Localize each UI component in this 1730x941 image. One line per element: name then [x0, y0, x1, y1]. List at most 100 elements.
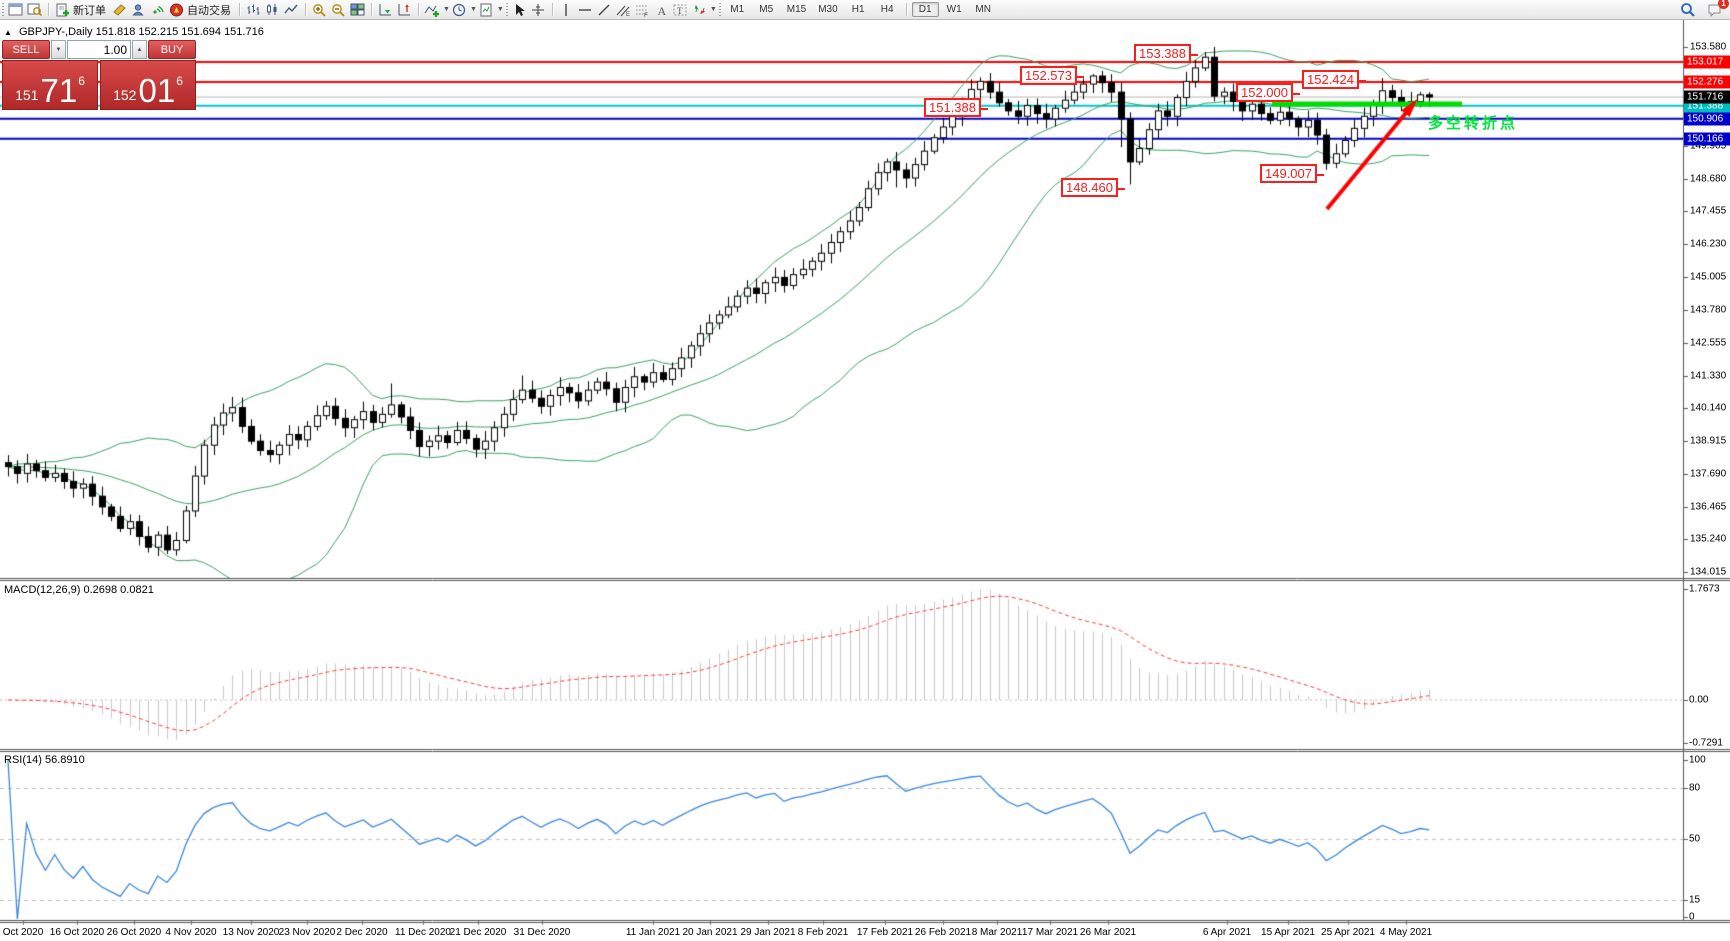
ohlc-values: 151.818 152.215 151.694 151.716 — [95, 26, 264, 38]
vertical-line-tool-icon[interactable] — [557, 1, 576, 18]
signals-icon[interactable] — [148, 1, 167, 18]
indicator-axis-tick: 0 — [1689, 911, 1695, 923]
price-axis-tick: 134.015 — [1690, 566, 1727, 578]
toolbar-separator — [305, 3, 306, 16]
price-axis-tick: 140.140 — [1690, 402, 1727, 414]
sell-price-display[interactable]: 151 71 6 — [2, 60, 98, 110]
horizontal-line-tool-icon[interactable] — [576, 1, 595, 18]
price-annotation-box[interactable]: 152.424 — [1302, 70, 1366, 89]
volume-input[interactable] — [67, 40, 131, 59]
price-axis-tick: 137.690 — [1690, 468, 1727, 480]
timeframe-button-h4[interactable]: H4 — [880, 4, 894, 15]
price-annotation-box[interactable]: 151.388 — [924, 98, 988, 117]
periods-clock-icon[interactable] — [450, 1, 469, 18]
autotrading-icon[interactable] — [167, 1, 186, 18]
indicators-dropdown-caret[interactable]: ▼ — [443, 6, 450, 13]
price-annotation-box[interactable]: 149.007 — [1260, 164, 1324, 183]
toolbar-separator — [48, 3, 49, 16]
autotrading-label[interactable]: 自动交易 — [187, 4, 231, 17]
toolbar-separator — [371, 3, 372, 16]
timeframe-button-d1[interactable]: D1 — [911, 2, 939, 17]
timeframe-button-w1[interactable]: W1 — [946, 4, 962, 15]
price-level-badge: 151.716 — [1684, 90, 1730, 104]
notifications-icon[interactable]: 1 — [1705, 0, 1729, 18]
price-annotation-box[interactable]: 152.000 — [1236, 83, 1300, 102]
notification-count-badge: 1 — [1718, 0, 1729, 9]
date-axis-label: 4 Nov 2020 — [165, 927, 217, 938]
buy-price-prefix: 152 — [113, 87, 137, 103]
market-watch-icon[interactable] — [129, 1, 148, 18]
templates-dropdown-caret[interactable]: ▼ — [496, 6, 504, 13]
objects-dropdown-caret[interactable]: ▼ — [709, 6, 717, 13]
date-axis-label: 17 Feb 2021 — [856, 927, 914, 938]
channel-tool-icon[interactable]: E — [614, 1, 633, 18]
cursor-icon[interactable] — [510, 1, 529, 18]
auto-scroll-icon[interactable] — [376, 1, 395, 18]
timeframe-button-m15[interactable]: M15 — [786, 4, 807, 15]
date-axis-label: 16 Oct 2020 — [49, 927, 105, 938]
sell-button[interactable]: SELL — [2, 40, 50, 59]
chart-shift-icon[interactable] — [395, 1, 414, 18]
date-axis-label: 26 Mar 2021 — [1079, 927, 1137, 938]
svg-text:A: A — [657, 4, 666, 17]
search-icon[interactable] — [1678, 1, 1697, 18]
timeframe-button-m30[interactable]: M30 — [818, 4, 838, 15]
sell-price-main: 71 — [40, 72, 78, 109]
price-annotation-box[interactable]: 148.460 — [1061, 178, 1125, 197]
price-axis-tick: 136.465 — [1690, 501, 1727, 513]
timeframe-button-mn[interactable]: MN — [975, 4, 991, 15]
tile-windows-icon[interactable] — [348, 1, 367, 18]
indicators-icon[interactable] — [423, 1, 442, 18]
date-axis-label: 31 Dec 2020 — [513, 927, 571, 938]
date-axis-label: Oct 2020 — [2, 927, 44, 938]
volume-decrease-button[interactable]: ▼ — [51, 40, 66, 59]
arrow-objects-icon[interactable] — [690, 1, 709, 18]
indicator-axis-tick: 15 — [1689, 894, 1701, 906]
trendline-tool-icon[interactable] — [595, 1, 614, 18]
styler-brush-icon[interactable] — [110, 1, 129, 18]
annotation-anchor-tick — [1291, 92, 1300, 95]
timeframe-button-m5[interactable]: M5 — [759, 4, 774, 15]
chart-title: ▲ GBPJPY-,Daily 151.818 152.215 151.694 … — [4, 26, 264, 38]
price-axis-tick: 147.455 — [1690, 205, 1727, 217]
price-level-badge: 152.276 — [1684, 75, 1730, 89]
toolbar-separator — [905, 3, 907, 16]
new-order-label[interactable]: 新订单 — [73, 4, 106, 17]
text-tool-icon[interactable]: A — [652, 1, 671, 18]
line-chart-icon[interactable] — [282, 1, 301, 18]
annotation-anchor-tick — [1315, 173, 1324, 176]
date-axis-label: 23 Nov 2020 — [278, 927, 336, 938]
annotation-anchor-tick — [1357, 79, 1366, 82]
svg-text:T: T — [677, 6, 683, 16]
periods-dropdown-caret[interactable]: ▼ — [469, 6, 477, 13]
new-order-icon[interactable] — [53, 1, 72, 18]
text-label-tool-icon[interactable]: T — [671, 1, 690, 18]
zoom-in-icon[interactable] — [310, 1, 329, 18]
price-level-badge: 150.906 — [1684, 112, 1730, 126]
date-axis-label: 13 Nov 2020 — [222, 927, 280, 938]
price-annotation-box[interactable]: 152.573 — [1020, 66, 1084, 85]
rsi-indicator-label: RSI(14) 56.8910 — [4, 754, 85, 766]
main-toolbar: 新订单 自动交易 ▼ ▼ ▼ — [0, 0, 1730, 20]
timeframe-button-m1[interactable]: M1 — [730, 4, 745, 15]
chart-preview-icon[interactable] — [25, 1, 44, 18]
crosshair-icon[interactable] — [529, 1, 548, 18]
candlestick-chart-icon[interactable] — [263, 1, 282, 18]
price-axis-tick: 138.915 — [1690, 435, 1727, 447]
price-axis-tick: 146.230 — [1690, 238, 1727, 250]
templates-icon[interactable] — [477, 1, 496, 18]
zoom-out-icon[interactable] — [329, 1, 348, 18]
fibonacci-tool-icon[interactable]: F — [633, 1, 652, 18]
price-axis-tick: 141.330 — [1690, 370, 1727, 382]
price-axis-tick: 143.780 — [1690, 304, 1727, 316]
buy-button[interactable]: BUY — [148, 40, 196, 59]
price-annotation-box[interactable]: 153.388 — [1134, 44, 1198, 63]
buy-price-display[interactable]: 152 01 6 — [100, 60, 196, 110]
chart-window-icon[interactable] — [6, 1, 25, 18]
date-axis-label: 8 Feb 2021 — [797, 927, 849, 938]
collapse-panel-icon[interactable]: ▲ — [4, 28, 12, 37]
bar-chart-icon[interactable] — [244, 1, 263, 18]
volume-increase-button[interactable]: ▲ — [132, 40, 147, 59]
timeframe-button-h1[interactable]: H1 — [851, 4, 865, 15]
